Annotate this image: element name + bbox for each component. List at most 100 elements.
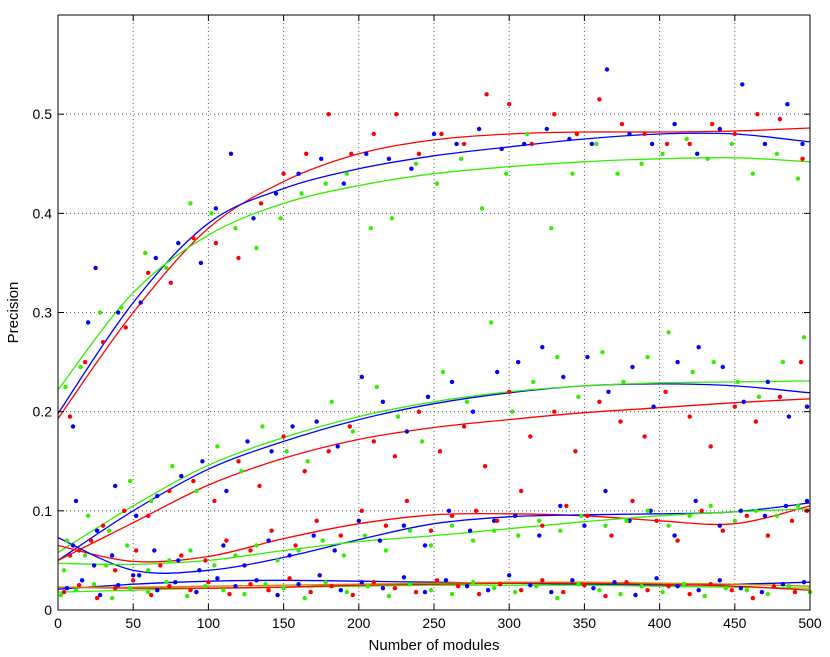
data-point-green <box>708 503 713 509</box>
data-point-green <box>504 171 509 176</box>
data-point-green <box>78 364 83 370</box>
data-point-green <box>143 250 148 256</box>
data-point-green <box>735 379 740 385</box>
data-point-blue <box>228 151 234 156</box>
data-point-blue <box>765 379 771 385</box>
data-point-red <box>326 112 331 117</box>
data-point-red <box>675 538 680 543</box>
data-point-green <box>492 528 497 533</box>
data-point-green <box>750 171 755 176</box>
y-tick-label: 0.4 <box>33 205 53 221</box>
data-point-red <box>212 498 217 504</box>
data-point-red <box>146 513 151 518</box>
data-point-green <box>549 226 554 231</box>
data-point-green <box>449 591 455 597</box>
data-point-green <box>434 181 440 186</box>
data-point-red <box>149 592 154 598</box>
data-point-blue <box>233 584 238 589</box>
data-point-red <box>168 280 173 285</box>
data-point-blue <box>116 310 121 315</box>
data-point-red <box>281 171 286 176</box>
data-point-blue <box>152 548 157 553</box>
data-point-blue <box>476 126 482 132</box>
data-point-red <box>552 409 557 414</box>
data-point-green <box>639 161 644 166</box>
y-axis-title: Precision <box>5 282 22 344</box>
data-point-green <box>296 548 301 553</box>
data-point-red <box>191 235 196 241</box>
data-point-blue <box>380 586 386 591</box>
data-point-red <box>540 523 545 528</box>
data-point-red <box>428 528 434 533</box>
data-point-green <box>801 335 807 340</box>
data-point-red <box>792 589 798 595</box>
data-point-red <box>76 583 82 588</box>
data-point-red <box>122 508 127 513</box>
data-point-blue <box>245 439 250 444</box>
data-point-blue <box>377 538 383 543</box>
data-point-green <box>103 563 109 568</box>
data-point-red <box>394 112 399 117</box>
data-point-green <box>128 586 133 591</box>
data-point-red <box>777 394 783 399</box>
data-point-red <box>206 580 211 585</box>
data-point-green <box>61 568 67 573</box>
data-point-blue <box>591 586 596 591</box>
data-point-green <box>125 543 130 548</box>
data-point-green <box>705 156 710 161</box>
data-point-green <box>281 586 286 591</box>
data-point-red <box>455 584 461 589</box>
data-point-blue <box>332 548 337 553</box>
data-point-green <box>558 528 563 533</box>
data-point-blue <box>422 589 428 595</box>
data-point-red <box>519 588 524 593</box>
data-point-blue <box>215 576 220 581</box>
data-point-blue <box>194 589 199 595</box>
data-point-green <box>428 543 434 548</box>
data-point-red <box>720 528 725 533</box>
data-point-green <box>479 206 485 211</box>
data-point-green <box>744 588 749 593</box>
data-point-red <box>645 588 650 593</box>
data-point-green <box>645 508 650 513</box>
data-point-green <box>555 354 560 360</box>
data-point-blue <box>266 538 271 543</box>
data-point-green <box>167 558 172 563</box>
data-point-red <box>528 434 533 439</box>
y-tick-labels: 0 0.1 0.2 0.3 0.4 0.5 <box>33 106 53 618</box>
data-point-red <box>624 580 629 585</box>
data-point-red <box>574 131 580 137</box>
data-point-blue <box>364 151 369 156</box>
data-point-blue <box>359 580 364 585</box>
data-point-blue <box>431 131 437 137</box>
data-point-red <box>750 595 755 601</box>
data-point-green <box>513 589 518 595</box>
data-point-red <box>484 92 489 97</box>
data-point-red <box>789 518 795 523</box>
data-point-blue <box>627 131 632 137</box>
fit-curve-green-8 <box>57 508 811 566</box>
data-point-blue <box>155 493 160 499</box>
data-point-green <box>275 558 280 563</box>
data-point-blue <box>740 82 745 87</box>
data-point-red <box>434 578 440 583</box>
data-point-green <box>470 538 476 543</box>
data-point-blue <box>762 513 768 518</box>
data-point-blue <box>173 580 178 585</box>
data-point-blue <box>221 543 226 548</box>
data-point-green <box>146 568 151 573</box>
data-point-red <box>392 586 398 591</box>
data-point-blue <box>91 563 97 568</box>
data-point-blue <box>470 409 476 414</box>
data-point-green <box>660 589 665 595</box>
fit-curves <box>57 127 811 593</box>
data-point-green <box>97 310 103 315</box>
data-point-green <box>170 464 175 469</box>
data-point-green <box>597 588 602 593</box>
data-point-blue <box>780 582 786 587</box>
data-point-blue <box>319 156 324 161</box>
data-point-green <box>299 191 304 196</box>
data-point-blue <box>785 102 790 107</box>
data-point-red <box>416 151 422 156</box>
data-point-green <box>413 161 419 166</box>
